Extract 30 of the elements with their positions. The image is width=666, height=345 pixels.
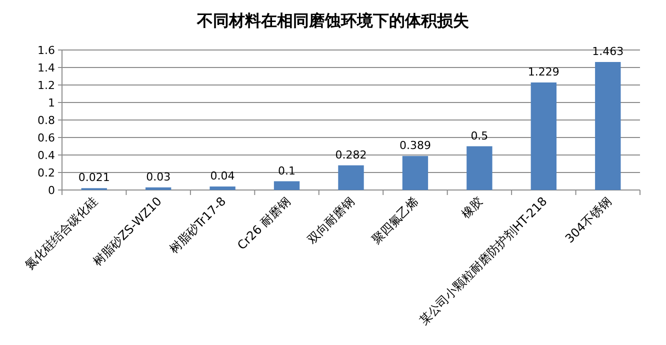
bar	[466, 146, 492, 190]
data-label: 0.389	[399, 138, 431, 152]
x-tick-label: 聚四氟乙烯	[369, 194, 422, 247]
data-label: 0.1	[278, 164, 296, 178]
bar	[338, 165, 364, 190]
y-tick-label: 1.2	[38, 79, 55, 92]
y-tick-label: 0	[48, 184, 55, 197]
y-tick-label: 0.6	[38, 132, 55, 144]
bar	[210, 186, 236, 190]
x-tick-label: 双向耐磨钢	[304, 194, 358, 247]
y-tick-label: 1	[48, 96, 55, 110]
data-label: 0.04	[210, 170, 235, 182]
data-label: 0.03	[146, 170, 171, 184]
data-label: 0.282	[335, 148, 367, 162]
bar	[145, 187, 172, 190]
bar	[595, 62, 621, 190]
data-label: 1.229	[528, 65, 560, 78]
chart-title: 不同材料在相同磨蚀环境下的体积损失	[196, 11, 469, 30]
y-tick-label: 0.2	[38, 166, 55, 180]
y-tick-label: 1.4	[38, 62, 55, 74]
data-label: 0.5	[470, 129, 488, 142]
data-label: 0.021	[78, 171, 110, 184]
bar	[402, 156, 428, 190]
x-tick-label: 橡胶	[458, 194, 486, 222]
bar	[530, 82, 557, 190]
y-tick-label: 0.8	[38, 114, 55, 127]
data-label: 1.463	[592, 44, 624, 58]
y-tick-label: 0.4	[38, 149, 55, 162]
y-tick-label: 1.6	[38, 44, 55, 57]
bar	[274, 181, 300, 190]
